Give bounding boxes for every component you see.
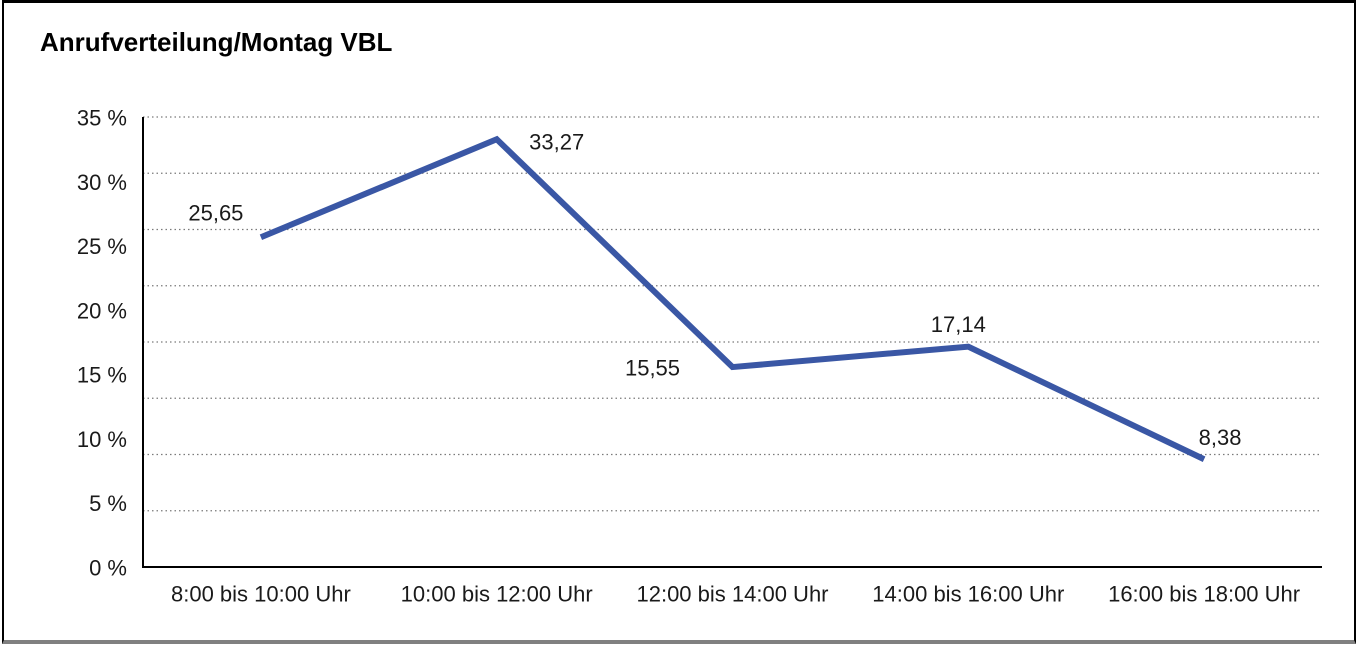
data-point-label: 33,27 (529, 130, 584, 155)
y-tick-label: 30 % (77, 170, 127, 195)
y-tick-label: 5 % (89, 491, 127, 516)
x-category-label: 12:00 bis 14:00 Uhr (636, 582, 828, 607)
y-tick-label: 0 % (89, 556, 127, 581)
data-point-label: 17,14 (931, 312, 986, 337)
data-series-line (259, 135, 1206, 462)
y-tick-label: 20 % (77, 298, 127, 323)
data-point-label: 15,55 (625, 356, 680, 381)
data-point-label: 8,38 (1199, 425, 1242, 450)
y-tick-label: 15 % (77, 363, 127, 388)
data-point-label: 25,65 (188, 201, 243, 226)
x-category-label: 8:00 bis 10:00 Uhr (171, 582, 351, 607)
y-tick-label: 10 % (77, 427, 127, 452)
x-category-label: 16:00 bis 18:00 Uhr (1108, 582, 1300, 607)
y-tick-label: 35 % (77, 106, 127, 131)
x-category-label: 14:00 bis 16:00 Uhr (872, 582, 1064, 607)
x-category-label: 10:00 bis 12:00 Uhr (401, 582, 593, 607)
y-tick-label: 25 % (77, 234, 127, 259)
chart-title: Anrufverteilung/Montag VBL (40, 27, 393, 57)
